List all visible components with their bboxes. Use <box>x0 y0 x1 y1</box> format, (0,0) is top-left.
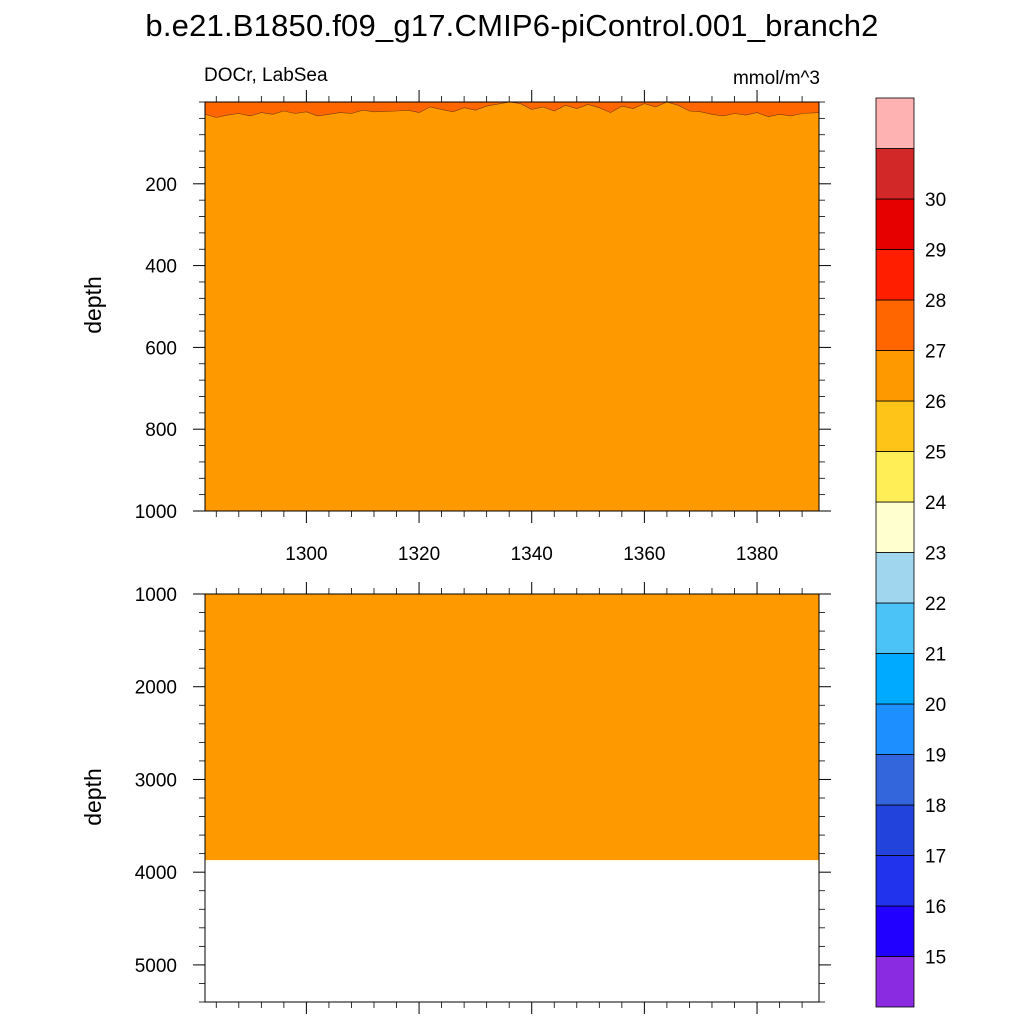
x-tick-label: 1300 <box>285 544 327 565</box>
colorbar-label: 28 <box>925 291 946 312</box>
colorbar-label: 17 <box>925 847 946 868</box>
x-tick-label: 1320 <box>398 544 440 565</box>
colorbar-swatch <box>875 350 915 402</box>
colorbar-swatch <box>875 501 915 553</box>
y-tick-label: 400 <box>145 257 177 278</box>
plot-frame <box>204 101 820 512</box>
x-tick-label: 1360 <box>623 544 665 565</box>
colorbar-label: 19 <box>925 746 946 767</box>
units-label: mmol/m^3 <box>732 68 820 89</box>
y-tick-label: 5000 <box>135 956 177 977</box>
y-tick-label: 1000 <box>135 585 177 606</box>
colorbar-swatch <box>875 97 915 149</box>
colorbar-swatch <box>875 400 915 452</box>
colorbar-label: 15 <box>925 948 946 969</box>
colorbar-swatch <box>875 703 915 755</box>
y-tick-label: 600 <box>145 338 177 359</box>
y-tick-label: 4000 <box>135 863 177 884</box>
colorbar-label: 25 <box>925 443 946 464</box>
colorbar-swatch <box>875 299 915 351</box>
figure-title: b.e21.B1850.f09_g17.CMIP6-piControl.001_… <box>145 8 879 43</box>
y-tick-label: 800 <box>145 420 177 441</box>
colorbar-swatch <box>875 754 915 806</box>
colorbar-label: 26 <box>925 392 946 413</box>
colorbar-label: 18 <box>925 796 946 817</box>
variable-region-label: DOCr, LabSea <box>204 65 328 86</box>
colorbar-swatch <box>875 653 915 705</box>
contour-fill-25-26 <box>205 594 819 861</box>
colorbar-swatch <box>875 451 915 503</box>
colorbar-swatch <box>875 148 915 200</box>
colorbar-label: 27 <box>925 342 946 363</box>
lower-panel: 1000 2000 3000 4000 5000 depth <box>80 582 831 1014</box>
colorbar-swatch <box>875 804 915 856</box>
colorbar-swatch <box>875 602 915 654</box>
colorbar-label: 16 <box>925 897 946 918</box>
colorbar-label: 22 <box>925 594 946 615</box>
colorbar-swatch <box>875 552 915 604</box>
colorbar-swatch <box>875 855 915 907</box>
y-tick-label: 1000 <box>135 502 177 523</box>
colorbar-swatch <box>875 956 915 1008</box>
colorbar-label: 20 <box>925 695 946 716</box>
y-tick-label: 200 <box>145 175 177 196</box>
y-axis-label: depth <box>80 768 106 826</box>
colorbar-swatch <box>875 249 915 301</box>
y-axis-label: depth <box>80 276 106 334</box>
colorbar-label: 24 <box>925 493 947 514</box>
colorbar-swatch <box>875 198 915 250</box>
contour-fill-25-26 <box>205 102 819 511</box>
upper-panel: 200 400 600 800 1000 1300 1320 1340 1360 1380 dept… <box>80 90 831 565</box>
colorbar-label: 30 <box>925 190 946 211</box>
x-tick-label: 1380 <box>736 544 778 565</box>
colorbar-label: 21 <box>925 645 946 666</box>
contour-fill-26-27 <box>204 101 820 118</box>
colorbar: 15 16 17 18 19 20 21 22 23 24 25 26 27 28 29 30 <box>875 97 947 1008</box>
colorbar-swatch <box>875 905 915 957</box>
colorbar-label: 23 <box>925 544 946 565</box>
x-tick-label: 1340 <box>511 544 553 565</box>
colorbar-label: 29 <box>925 241 946 262</box>
y-tick-label: 2000 <box>135 678 177 699</box>
y-tick-label: 3000 <box>135 770 177 791</box>
